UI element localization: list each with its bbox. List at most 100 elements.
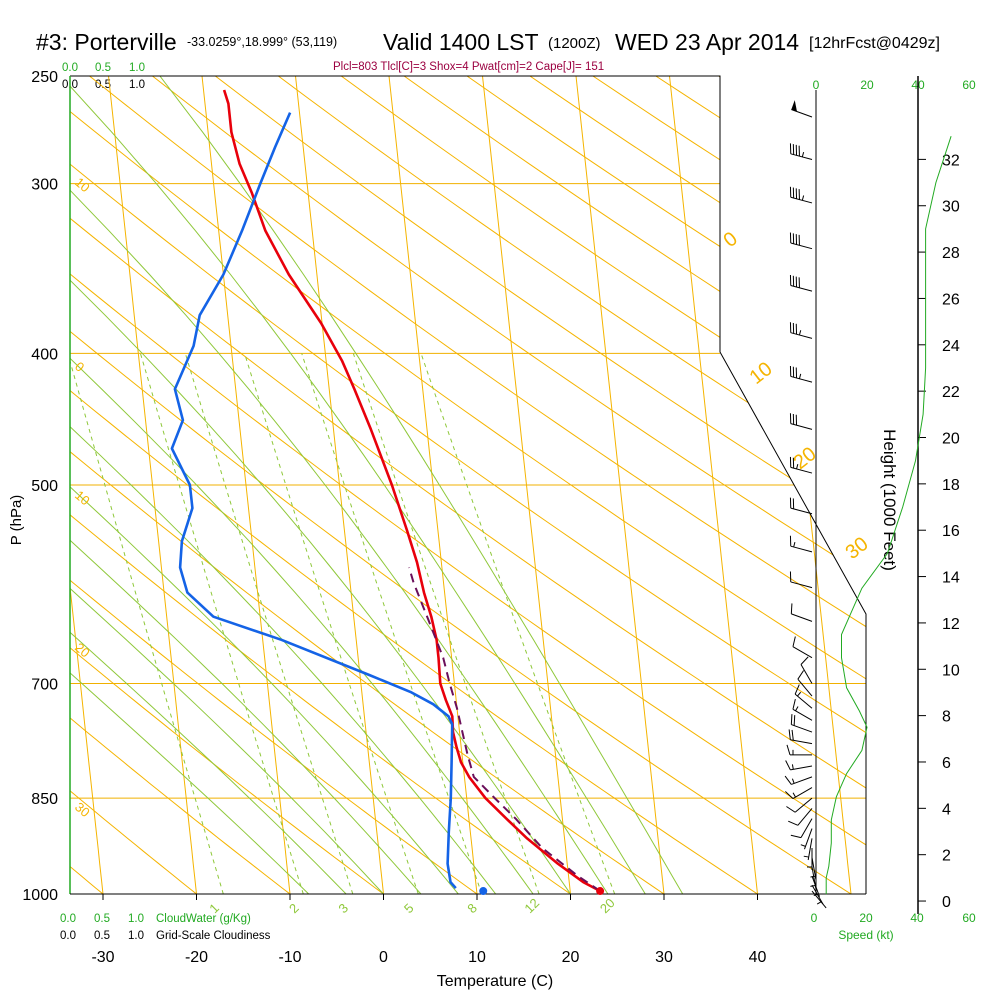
wind-barb-staff (790, 765, 813, 771)
wind-barb-half-feather (791, 764, 794, 770)
x-tick-label: 40 (749, 949, 767, 966)
wind-barb-staff (792, 787, 813, 800)
wind-barb-half-feather (810, 875, 816, 878)
mixing-ratio-line (420, 353, 616, 894)
isotherm-line (0, 76, 10, 894)
wind-barb-half-feather (796, 463, 799, 470)
speed-tick: 40 (910, 911, 924, 925)
parcel-line (408, 567, 601, 892)
wind-barb-feather (786, 744, 791, 756)
height-tick-label: 30 (942, 199, 960, 216)
dry-adiabat-line (70, 76, 197, 894)
wind-barb-staff (811, 857, 817, 880)
moist-adiabat-line (70, 76, 497, 894)
dry-adiabat-line (70, 76, 866, 894)
wind-barb (811, 890, 827, 909)
moist-adiabat-line (70, 76, 646, 894)
valid-date: WED 23 Apr 2014 (615, 29, 799, 55)
wind-barb-staff (807, 838, 813, 861)
y-tick-label: 500 (31, 478, 58, 495)
y-tick-label: 300 (31, 177, 58, 194)
mixing-ratio-label: 2 (286, 900, 302, 916)
wind-barb-staff (811, 890, 827, 909)
wind-barb (790, 603, 813, 622)
cloudwater-tick: 0.0 (60, 913, 76, 925)
wind-barb-feather (785, 760, 791, 771)
skewt-background-lines (0, 76, 866, 894)
cloudwater-tick: 0.5 (94, 913, 110, 925)
cloudwater-tick: 0.0 (62, 62, 78, 74)
wind-barb-staff (791, 613, 813, 622)
wind-barb-staff (790, 242, 813, 250)
mixing-ratio-label: 5 (401, 900, 417, 916)
y-tick-label: 850 (31, 791, 58, 808)
wind-barb-half-feather (791, 778, 795, 784)
wind-barb-staff (792, 646, 813, 659)
mixing-ratio-line (301, 353, 483, 894)
isotherm-line (669, 76, 758, 894)
wind-barb (803, 838, 813, 861)
height-tick-label: 6 (942, 755, 951, 772)
wind-barb-staff (791, 776, 813, 785)
cloudiness-tick: 0.5 (95, 79, 111, 91)
cloudwater-tick: 1.0 (129, 62, 145, 74)
wind-barb-staff (790, 739, 813, 745)
wind-barb (791, 100, 813, 118)
height-tick-label: 20 (942, 431, 960, 448)
wind-barb (789, 232, 813, 250)
wind-barb-half-feather (800, 844, 806, 847)
wind-barb-half-feather (798, 330, 802, 336)
height-tick-label: 22 (942, 384, 960, 401)
wind-barb (785, 760, 813, 771)
wind-barb-half-feather (801, 151, 805, 158)
speed-tick: 0 (811, 911, 818, 925)
wind-barb (788, 808, 813, 826)
wind-barb (794, 684, 813, 709)
dry-adiabat-line (70, 76, 665, 894)
wind-barb-staff (790, 284, 813, 292)
height-tick-label: 8 (942, 709, 951, 726)
cloudwater-bottom-scale: 0.0 0.5 1.0 CloudWater (g/Kg) 0.0 0.5 1.… (60, 913, 271, 942)
moist-adiabat-line (70, 76, 384, 894)
wind-barb (790, 818, 813, 839)
dewpoint-surface-marker (479, 887, 488, 896)
isotherm-line (201, 76, 291, 894)
wind-barb-feather (791, 729, 794, 741)
stability-indices: Plcl=803 Tlcl[C]=3 Shox=4 Pwat[cm]=2 Cap… (333, 61, 604, 73)
cloudwater-label: CloudWater (g/Kg) (156, 913, 251, 925)
y-axis-label: P (hPa) (8, 495, 25, 546)
x-tick-label: 10 (468, 949, 486, 966)
wind-barb-staff (790, 153, 813, 160)
isotherm-left-label: 20 (72, 640, 93, 661)
wind-barb-staff (790, 581, 813, 589)
wind-barb-half-feather (801, 195, 805, 201)
valid-zulu: (1200Z) (548, 35, 601, 52)
dry-adiabat-line (152, 76, 866, 894)
wind-barb (788, 729, 813, 745)
height-tick-label: 18 (942, 477, 960, 494)
wind-barb (789, 497, 813, 515)
mixing-ratio-line (244, 353, 419, 894)
wind-barb-staff (792, 708, 813, 721)
wind-barb (790, 714, 813, 733)
speed-bottom-scale: 0 20 40 60 Speed (kt) (811, 911, 976, 942)
wind-barb-half-feather (816, 901, 822, 905)
cloudiness-label: Grid-Scale Cloudiness (156, 930, 271, 942)
isotherm-line (388, 76, 478, 894)
wind-barb-half-feather (803, 855, 809, 858)
y-tick-label: 250 (31, 69, 58, 86)
y2-axis-label: Height (1000 Feet) (880, 429, 899, 571)
height-tick-label: 32 (942, 152, 960, 169)
wind-barb (792, 636, 813, 659)
temperature-line (222, 89, 601, 893)
mixing-ratio-line (184, 353, 354, 894)
isotherm-label: 10 (746, 358, 777, 389)
speed-tick: 20 (859, 911, 873, 925)
wind-barb-staff (800, 818, 813, 838)
height-tick-label: 26 (942, 291, 960, 308)
height-tick-label: 4 (942, 801, 951, 818)
wind-barb (785, 787, 813, 800)
cloudiness-tick: 1.0 (128, 930, 144, 942)
speed-tick: 60 (962, 78, 976, 92)
